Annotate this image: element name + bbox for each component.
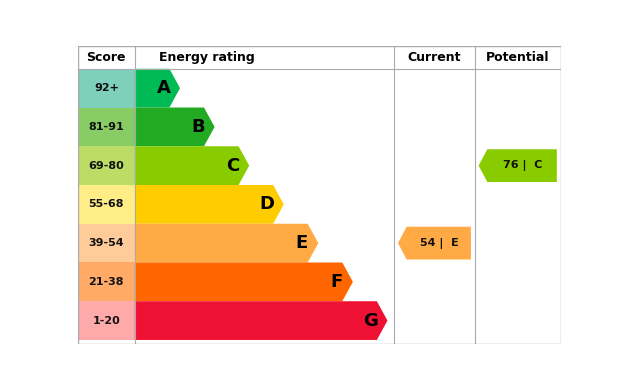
Text: 92+: 92+ (94, 83, 119, 93)
Bar (78, 224, 135, 262)
Polygon shape (135, 185, 283, 224)
Text: 76 |  C: 76 | C (503, 160, 542, 171)
Text: D: D (260, 195, 275, 213)
Text: E: E (296, 234, 308, 252)
Text: 54 |  E: 54 | E (420, 238, 459, 248)
Text: Energy rating: Energy rating (159, 51, 255, 64)
Bar (78, 185, 135, 224)
Bar (78, 262, 135, 301)
Text: B: B (191, 118, 205, 136)
Polygon shape (135, 108, 214, 146)
Text: Current: Current (407, 51, 461, 64)
Polygon shape (135, 69, 180, 108)
Text: 1-20: 1-20 (92, 315, 120, 325)
Text: 21-38: 21-38 (88, 277, 124, 287)
Polygon shape (135, 146, 249, 185)
Polygon shape (135, 224, 318, 262)
Text: G: G (364, 312, 379, 330)
Polygon shape (478, 149, 557, 182)
Bar (78, 108, 135, 146)
Polygon shape (398, 227, 471, 260)
Text: Potential: Potential (486, 51, 549, 64)
Polygon shape (135, 301, 388, 340)
Text: Score: Score (87, 51, 126, 64)
Text: C: C (226, 157, 239, 175)
Bar (78, 146, 135, 185)
Bar (78, 69, 135, 108)
Text: F: F (330, 273, 343, 291)
Text: 69-80: 69-80 (88, 161, 124, 171)
Text: 55-68: 55-68 (88, 199, 124, 209)
Polygon shape (135, 262, 353, 301)
Text: 81-91: 81-91 (88, 122, 124, 132)
Bar (78, 301, 135, 340)
Text: 39-54: 39-54 (88, 238, 124, 248)
Text: A: A (157, 79, 171, 97)
